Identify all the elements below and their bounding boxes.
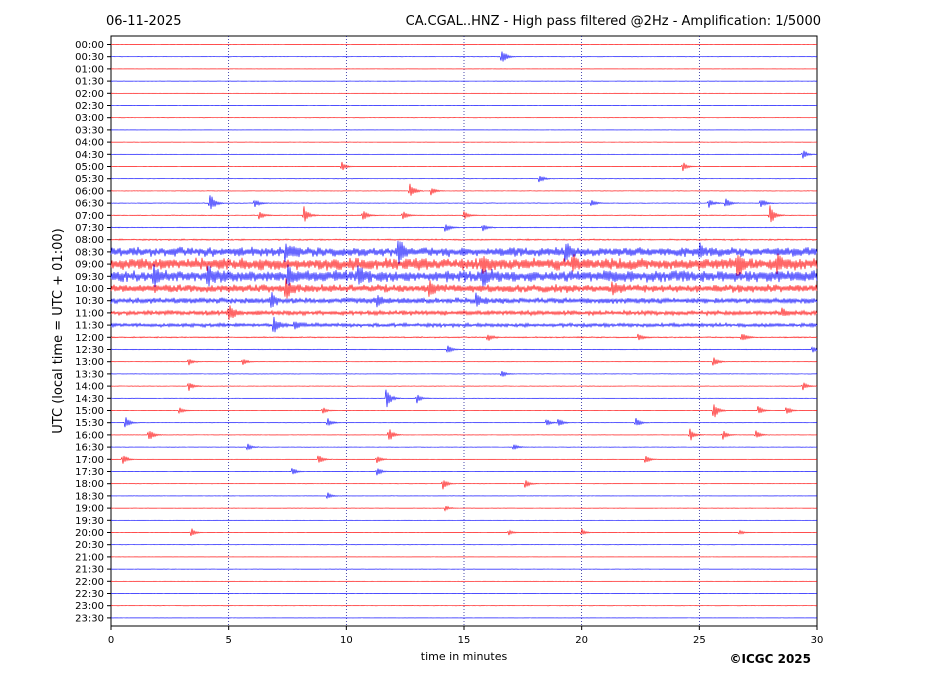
- y-tick-label: 22:00: [75, 577, 104, 588]
- grid-lines: [228, 36, 700, 626]
- trace-1000: [110, 278, 818, 299]
- y-tick-label: 00:30: [75, 52, 104, 63]
- y-tick-label: 20:30: [75, 540, 104, 551]
- y-tick-label: 19:30: [75, 516, 104, 527]
- y-tick-label: 17:30: [75, 467, 104, 478]
- y-tick-label: 08:30: [75, 247, 104, 258]
- y-tick-label: 20:00: [75, 528, 104, 539]
- traces: [110, 44, 818, 619]
- copyright: ©ICGC 2025: [729, 652, 811, 666]
- y-tick-label: 18:30: [75, 491, 104, 502]
- trace-1700: [110, 455, 818, 464]
- x-tick-label: 0: [108, 635, 114, 646]
- trace-1500: [110, 404, 818, 418]
- trace-0830: [110, 240, 818, 266]
- y-tick-label: 01:00: [75, 64, 104, 75]
- trace-0030: [110, 51, 818, 62]
- trace-1230: [110, 345, 818, 353]
- trace-0500: [110, 161, 818, 172]
- y-tick-label: 09:30: [75, 272, 104, 283]
- y-tick-label: 01:30: [75, 77, 104, 88]
- trace-0430: [110, 150, 818, 159]
- trace-0900: [110, 253, 818, 276]
- x-tick-label: 15: [458, 635, 471, 646]
- y-tick-label: 19:00: [75, 504, 104, 515]
- y-tick-label: 08:00: [75, 235, 104, 246]
- y-tick-label: 14:30: [75, 394, 104, 405]
- y-tick-label: 13:00: [75, 357, 104, 368]
- trace-2000: [110, 528, 818, 536]
- y-tick-label: 10:30: [75, 296, 104, 307]
- y-tick-label: 22:30: [75, 589, 104, 600]
- y-tick-label: 07:00: [75, 211, 104, 222]
- y-tick-label: 06:30: [75, 199, 104, 210]
- y-tick-label: 14:00: [75, 382, 104, 393]
- trace-1400: [110, 382, 818, 391]
- y-tick-label: 16:00: [75, 430, 104, 441]
- trace-1100: [110, 305, 818, 320]
- trace-0730: [110, 224, 818, 232]
- y-tick-label: 03:30: [75, 125, 104, 136]
- y-tick-label: 02:30: [75, 101, 104, 112]
- y-tick-label: 23:30: [75, 613, 104, 624]
- x-tick-label: 20: [575, 635, 588, 646]
- y-tick-label: 03:00: [75, 113, 104, 124]
- y-tick-label: 12:30: [75, 345, 104, 356]
- trace-1900: [110, 505, 818, 512]
- trace-1830: [110, 492, 818, 500]
- y-tick-label: 06:00: [75, 186, 104, 197]
- y-tick-label: 23:00: [75, 601, 104, 612]
- y-tick-label: 13:30: [75, 369, 104, 380]
- x-axis-label: time in minutes: [421, 650, 508, 663]
- trace-0800: [110, 238, 818, 242]
- y-tick-label: 12:00: [75, 333, 104, 344]
- y-tick-label: 11:00: [75, 308, 104, 319]
- trace-1730: [110, 468, 818, 476]
- trace-0630: [110, 195, 818, 210]
- y-tick-label: 15:00: [75, 406, 104, 417]
- y-tick-label: 16:30: [75, 443, 104, 454]
- trace-1330: [110, 370, 818, 377]
- y-axis-label: UTC (local time = UTC + 01:00): [51, 228, 66, 433]
- y-tick-label: 05:00: [75, 162, 104, 173]
- x-tick-label: 10: [340, 635, 353, 646]
- trace-1630: [110, 443, 818, 451]
- trace-0530: [110, 176, 818, 183]
- trace-1800: [110, 480, 818, 490]
- trace-1430: [110, 389, 818, 408]
- date-label: 06-11-2025: [106, 14, 182, 29]
- y-tick-label: 02:00: [75, 89, 104, 100]
- y-tick-label: 05:30: [75, 174, 104, 185]
- y-tick-label: 21:30: [75, 565, 104, 576]
- y-tick-label: 17:00: [75, 455, 104, 466]
- y-tick-label: 11:30: [75, 321, 104, 332]
- y-tick-label: 21:00: [75, 552, 104, 563]
- trace-0930: [110, 264, 818, 288]
- chart-title: CA.CGAL..HNZ - High pass filtered @2Hz -…: [406, 14, 821, 29]
- y-tick-label: 10:00: [75, 284, 104, 295]
- trace-1200: [110, 333, 818, 341]
- y-tick-label: 00:00: [75, 40, 104, 51]
- y-tick-label: 18:00: [75, 479, 104, 490]
- y-tick-label: 07:30: [75, 223, 104, 234]
- y-tick-label: 04:30: [75, 150, 104, 161]
- x-tick-label: 5: [225, 635, 231, 646]
- x-tick-label: 25: [693, 635, 706, 646]
- plot-area: [110, 35, 818, 627]
- trace-1130: [110, 316, 818, 333]
- trace-1300: [110, 357, 818, 366]
- trace-0600: [110, 183, 818, 196]
- trace-1530: [110, 417, 818, 428]
- trace-0700: [110, 205, 818, 223]
- trace-1030: [110, 292, 818, 308]
- x-tick-labels: 0 5 10 15 20 25 30: [108, 626, 824, 646]
- y-tick-label: 15:30: [75, 418, 104, 429]
- y-tick-label: 09:00: [75, 260, 104, 271]
- trace-1600: [110, 428, 818, 441]
- x-tick-label: 30: [811, 635, 824, 646]
- y-tick-label: 04:00: [75, 138, 104, 149]
